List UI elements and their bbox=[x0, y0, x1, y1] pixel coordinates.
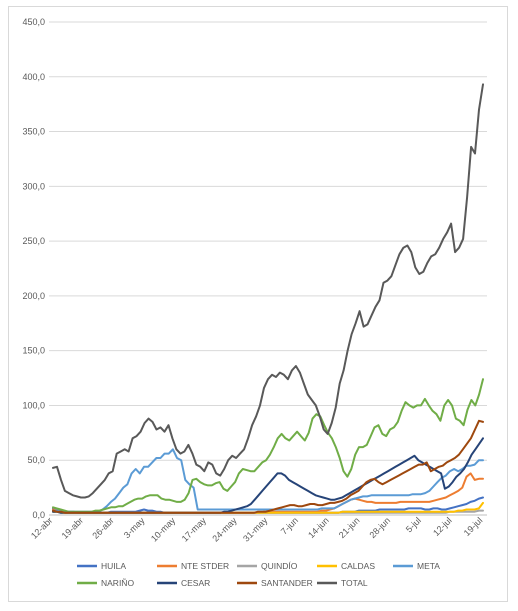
y-tick-label: 0,0 bbox=[32, 510, 45, 520]
legend-label: NARIÑO bbox=[101, 578, 134, 588]
x-tick-label: 5-jul bbox=[404, 515, 423, 534]
series-line-nariño bbox=[52, 378, 484, 513]
y-axis-ticks: 0,0 50,0 100,0 150,0 200,0 250,0 300,0 350,0 400… bbox=[22, 17, 45, 520]
x-tick-label: 17-may bbox=[180, 515, 209, 544]
line-chart: 0,0 50,0 100,0 150,0 200,0 250,0 300,0 350,0 400… bbox=[22, 17, 487, 588]
legend-label: CALDAS bbox=[341, 561, 375, 571]
x-axis-ticks: 12-abr 19-abr 26-abr 3-may 10-may 17-may 24-ma… bbox=[29, 515, 484, 544]
legend-label: CESAR bbox=[181, 578, 210, 588]
legend: HUILA NTE STDER QUINDÍO CALDAS META NARIÑO CES… bbox=[77, 561, 440, 588]
legend-label: HUILA bbox=[101, 561, 126, 571]
x-tick-label: 3-may bbox=[122, 515, 147, 540]
x-tick-label: 10-may bbox=[149, 515, 178, 544]
x-tick-label: 21-jun bbox=[337, 515, 362, 540]
y-tick-label: 250,0 bbox=[22, 236, 45, 246]
legend-label: SANTANDER bbox=[261, 578, 313, 588]
legend-label: NTE STDER bbox=[181, 561, 229, 571]
x-tick-label: 24-may bbox=[210, 515, 239, 544]
y-tick-label: 300,0 bbox=[22, 181, 45, 191]
legend-label: META bbox=[417, 561, 440, 571]
x-tick-label: 14-jun bbox=[306, 515, 331, 540]
x-tick-label: 26-abr bbox=[90, 515, 115, 540]
y-tick-label: 100,0 bbox=[22, 400, 45, 410]
series-line-total bbox=[52, 83, 484, 499]
series-lines bbox=[52, 83, 484, 514]
y-tick-label: 150,0 bbox=[22, 346, 45, 356]
gridlines bbox=[49, 21, 487, 516]
y-tick-label: 50,0 bbox=[27, 455, 45, 465]
x-tick-label: 28-jun bbox=[368, 515, 393, 540]
x-tick-label: 19-jul bbox=[462, 515, 485, 538]
series-line-santander bbox=[52, 419, 484, 514]
legend-label: TOTAL bbox=[341, 578, 368, 588]
x-tick-label: 31-may bbox=[241, 515, 270, 544]
chart-frame: 0,0 50,0 100,0 150,0 200,0 250,0 300,0 350,0 400… bbox=[8, 6, 508, 602]
series-line-meta bbox=[52, 448, 484, 513]
x-tick-label: 7-jun bbox=[279, 515, 300, 536]
y-tick-label: 450,0 bbox=[22, 17, 45, 27]
x-tick-label: 12-jul bbox=[431, 515, 454, 538]
legend-label: QUINDÍO bbox=[261, 561, 298, 571]
y-tick-label: 400,0 bbox=[22, 72, 45, 82]
y-tick-label: 350,0 bbox=[22, 127, 45, 137]
y-tick-label: 200,0 bbox=[22, 291, 45, 301]
x-tick-label: 19-abr bbox=[60, 515, 85, 540]
